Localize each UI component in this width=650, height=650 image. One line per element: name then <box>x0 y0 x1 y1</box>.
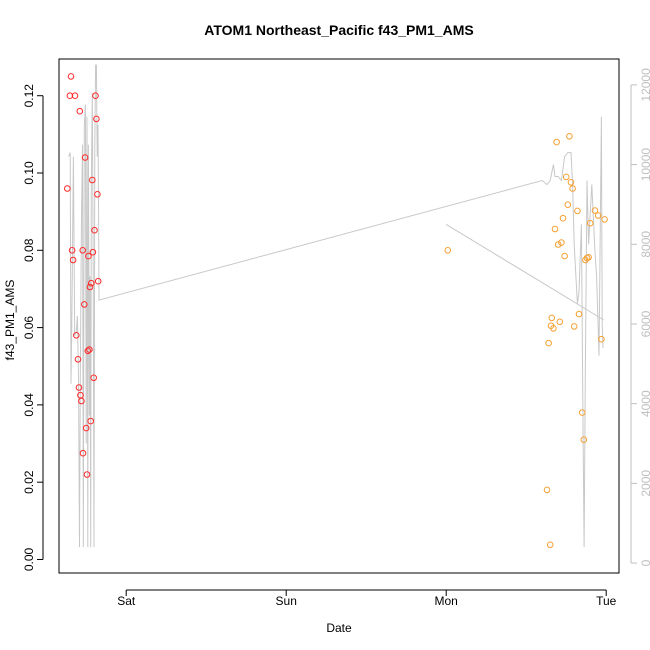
data-point-1-12 <box>559 214 567 222</box>
data-point-0-15 <box>81 154 89 161</box>
x-axis-label: Date <box>326 621 352 635</box>
right-axis-tick-label: 4000 <box>639 390 650 417</box>
data-point-0-4 <box>69 256 77 264</box>
data-point-0-2 <box>67 73 75 80</box>
x-tick-label: Sat <box>117 594 136 608</box>
data-point-1-14 <box>562 173 570 181</box>
data-point-0-16 <box>82 424 90 432</box>
data-point-0-7 <box>74 356 82 363</box>
data-point-1-17 <box>567 179 575 186</box>
data-point-1-11 <box>558 239 565 246</box>
right-axis-tick-label: 2000 <box>639 470 650 497</box>
data-point-0-18 <box>84 347 92 355</box>
data-point-1-26 <box>585 253 592 261</box>
data-point-0-23 <box>88 279 95 287</box>
y-tick-label: 0.02 <box>22 470 36 494</box>
right-axis-tick-label: 12000 <box>639 68 650 102</box>
data-point-0-11 <box>78 397 85 405</box>
y-tick-label: 0.10 <box>22 161 36 185</box>
y-tick-label: 0.06 <box>22 316 36 340</box>
x-tick-label: Tue <box>596 594 617 608</box>
data-point-1-7 <box>551 225 559 233</box>
data-point-0-6 <box>73 332 80 339</box>
data-point-1-30 <box>598 335 605 343</box>
data-point-0-29 <box>93 115 100 123</box>
data-point-0-19 <box>85 252 92 260</box>
data-point-0-31 <box>94 277 102 285</box>
axes: Sat Sun Mon Tue 0.00 0.02 0.04 0.06 0.08 0.10 0.12… <box>22 68 650 608</box>
y-axis-label: f43_PM1_AMS <box>3 280 17 361</box>
line-trace-3 <box>445 223 605 321</box>
data-point-0-30 <box>94 191 101 198</box>
data-point-1-22 <box>578 409 586 416</box>
data-point-1-28 <box>591 207 599 214</box>
right-axis-tick-label: 0 <box>639 559 650 566</box>
data-point-0-5 <box>71 92 79 99</box>
data-point-1-31 <box>601 216 608 223</box>
data-point-1-3 <box>546 541 554 549</box>
data-point-0-24 <box>89 176 96 184</box>
data-point-1-0 <box>444 247 452 254</box>
data-marks <box>64 64 608 549</box>
data-point-1-20 <box>574 207 581 215</box>
chart-title: ATOM1 Northeast_Pacific f43_PM1_AMS <box>204 22 473 38</box>
right-axis-tick-label: 6000 <box>639 310 650 337</box>
data-point-1-27 <box>586 219 594 227</box>
data-point-0-12 <box>79 247 86 254</box>
data-point-1-19 <box>570 323 578 330</box>
data-point-1-16 <box>566 133 573 140</box>
x-tick-label: Mon <box>435 594 458 608</box>
data-point-1-13 <box>561 252 568 260</box>
data-point-0-8 <box>75 384 83 391</box>
data-point-0-17 <box>83 471 91 478</box>
plot-frame <box>58 58 620 574</box>
data-point-1-6 <box>550 325 557 332</box>
data-point-1-29 <box>594 212 602 219</box>
y-tick-label: 0.00 <box>22 547 36 571</box>
data-point-1-21 <box>575 310 583 318</box>
x-tick-label: Sun <box>276 594 297 608</box>
data-point-1-5 <box>548 314 556 322</box>
y-tick-label: 0.08 <box>22 238 36 262</box>
data-point-1-1 <box>543 486 551 494</box>
y-tick-label: 0.12 <box>22 84 36 108</box>
data-point-0-25 <box>89 248 97 256</box>
data-point-0-26 <box>90 374 97 382</box>
data-point-1-9 <box>554 241 562 248</box>
data-point-0-0 <box>64 185 71 192</box>
data-point-1-18 <box>569 185 576 192</box>
data-point-1-8 <box>553 138 560 146</box>
data-point-0-27 <box>91 226 98 234</box>
data-point-1-15 <box>564 201 572 208</box>
right-axis-tick-label: 8000 <box>639 231 650 258</box>
data-point-1-23 <box>580 436 588 444</box>
line-trace-2 <box>68 64 604 548</box>
y-tick-label: 0.04 <box>22 393 36 417</box>
data-point-0-3 <box>68 247 76 254</box>
data-point-0-14 <box>81 301 88 308</box>
data-point-0-28 <box>92 92 99 99</box>
data-point-0-21 <box>86 283 94 291</box>
data-point-1-2 <box>545 339 552 347</box>
right-axis-tick-label: 10000 <box>639 148 650 182</box>
data-point-0-20 <box>86 346 93 353</box>
data-point-0-13 <box>79 449 87 457</box>
data-point-0-9 <box>76 107 84 115</box>
data-point-0-22 <box>87 417 94 425</box>
data-point-1-10 <box>556 318 564 326</box>
